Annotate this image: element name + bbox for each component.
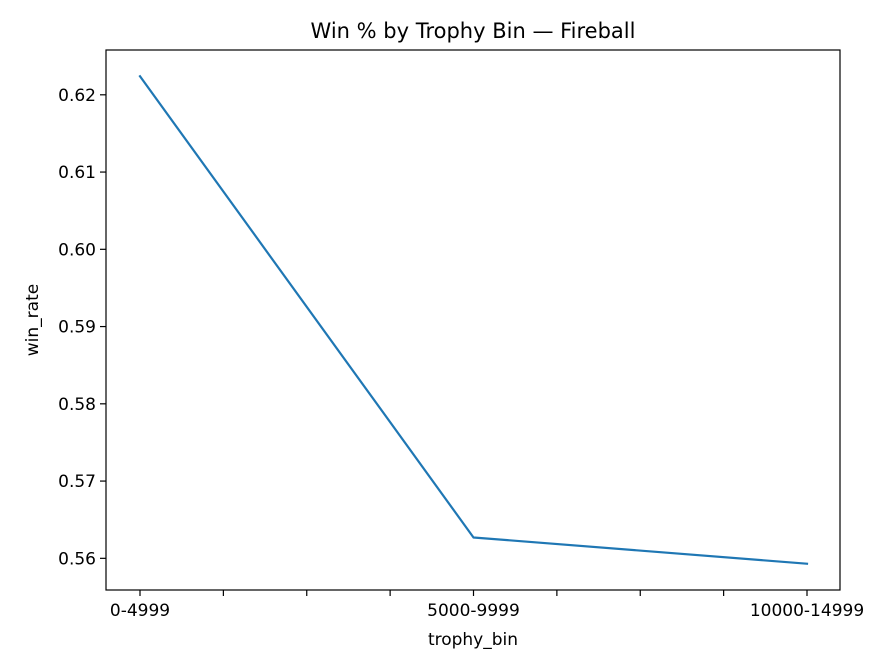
x-tick-label: 0-4999 [110, 601, 170, 621]
y-axis: 0.56 0.57 0.58 0.59 0.60 0.61 0.62 [58, 86, 106, 569]
y-tick-label: 0.60 [58, 240, 96, 260]
y-tick-label: 0.59 [58, 318, 96, 338]
plot-area-frame [105, 49, 841, 591]
y-axis-label: win_rate [23, 284, 43, 356]
x-tick-label: 5000-9999 [427, 601, 520, 621]
x-axis-label: trophy_bin [428, 630, 518, 650]
series-line [138, 74, 809, 565]
y-tick-label: 0.57 [58, 472, 96, 492]
y-tick-label: 0.62 [58, 86, 96, 106]
y-tick-label: 0.56 [58, 549, 96, 569]
x-axis: 0-4999 5000-9999 10000-14999 [110, 590, 864, 621]
series-layer [138, 74, 809, 565]
x-tick-label: 10000-14999 [750, 601, 864, 621]
y-tick-label: 0.61 [58, 163, 96, 183]
chart-title: Win % by Trophy Bin — Fireball [311, 19, 636, 43]
y-tick-label: 0.58 [58, 395, 96, 415]
